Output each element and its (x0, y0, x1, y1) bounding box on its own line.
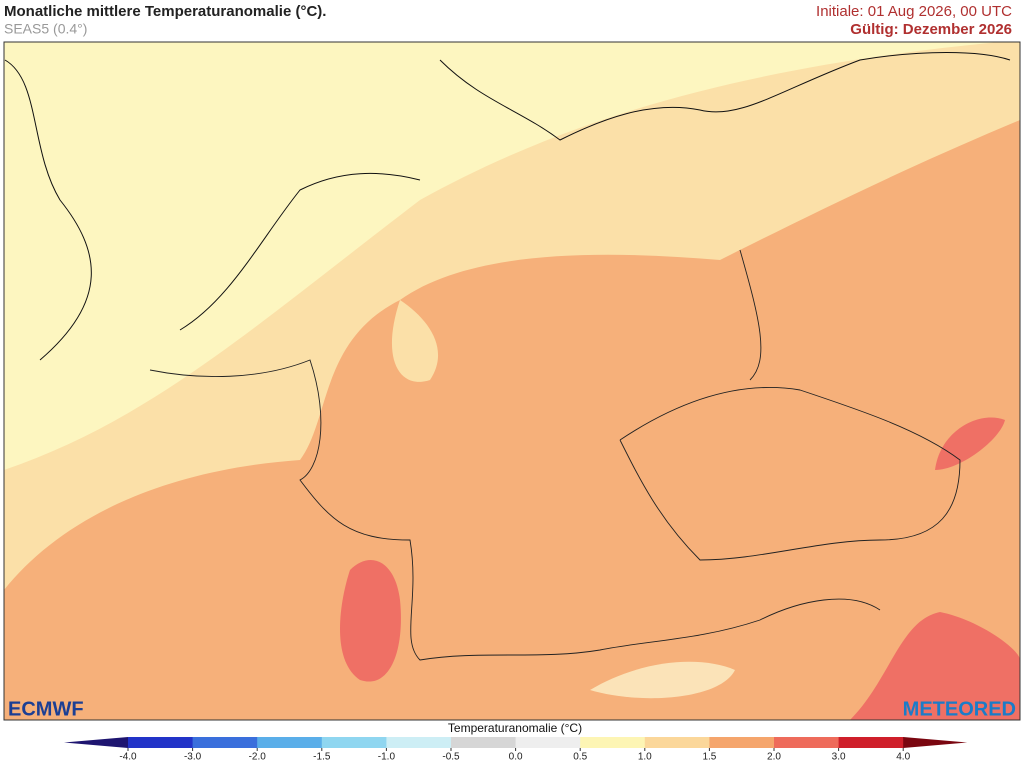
colorbar-label: -3.0 (184, 752, 202, 763)
colorbar-segment (128, 737, 194, 748)
colorbar-segment (644, 737, 710, 748)
colorbar-label: -1.5 (313, 752, 331, 763)
colorbar-label: 3.0 (832, 752, 846, 763)
colorbar: -4.0 -3.0 -2.0 -1.5 -1.0 -0.5 0.0 0.5 1.0 1.5 2.0 3… (64, 737, 968, 763)
colorbar-title: Temperaturanomalie (°C) (448, 721, 582, 735)
colorbar-label: 2.0 (767, 752, 781, 763)
valid-time: Gültig: Dezember 2026 (850, 21, 1012, 38)
init-time: Initiale: 01 Aug 2026, 00 UTC (816, 3, 1012, 20)
colorbar-segment (451, 737, 517, 748)
colorbar-segment (580, 737, 646, 748)
colorbar-segment (321, 737, 387, 748)
meteored-logo: METEORED (903, 698, 1016, 720)
colorbar-segment (709, 737, 775, 748)
colorbar-segment (515, 737, 581, 748)
colorbar-segment (192, 737, 258, 748)
colorbar-segment (838, 737, 904, 748)
colorbar-segment (257, 737, 323, 748)
colorbar-label: 0.5 (573, 752, 587, 763)
subtitle: SEAS5 (0.4°) (4, 21, 87, 37)
colorbar-label: -2.0 (249, 752, 267, 763)
colorbar-label: 1.0 (638, 752, 652, 763)
colorbar-label: 0.0 (509, 752, 523, 763)
colorbar-label: -1.0 (378, 752, 396, 763)
colorbar-label: -0.5 (442, 752, 460, 763)
title: Monatliche mittlere Temperaturanomalie (… (4, 3, 326, 20)
map (3, 41, 1021, 721)
colorbar-label: 4.0 (896, 752, 910, 763)
colorbar-segment (774, 737, 840, 748)
colorbar-label: -4.0 (119, 752, 137, 763)
colorbar-segment (386, 737, 452, 748)
colorbar-high (903, 737, 968, 748)
ecmwf-logo: ECMWF (8, 698, 84, 720)
colorbar-label: 1.5 (702, 752, 716, 763)
colorbar-low (64, 737, 128, 748)
